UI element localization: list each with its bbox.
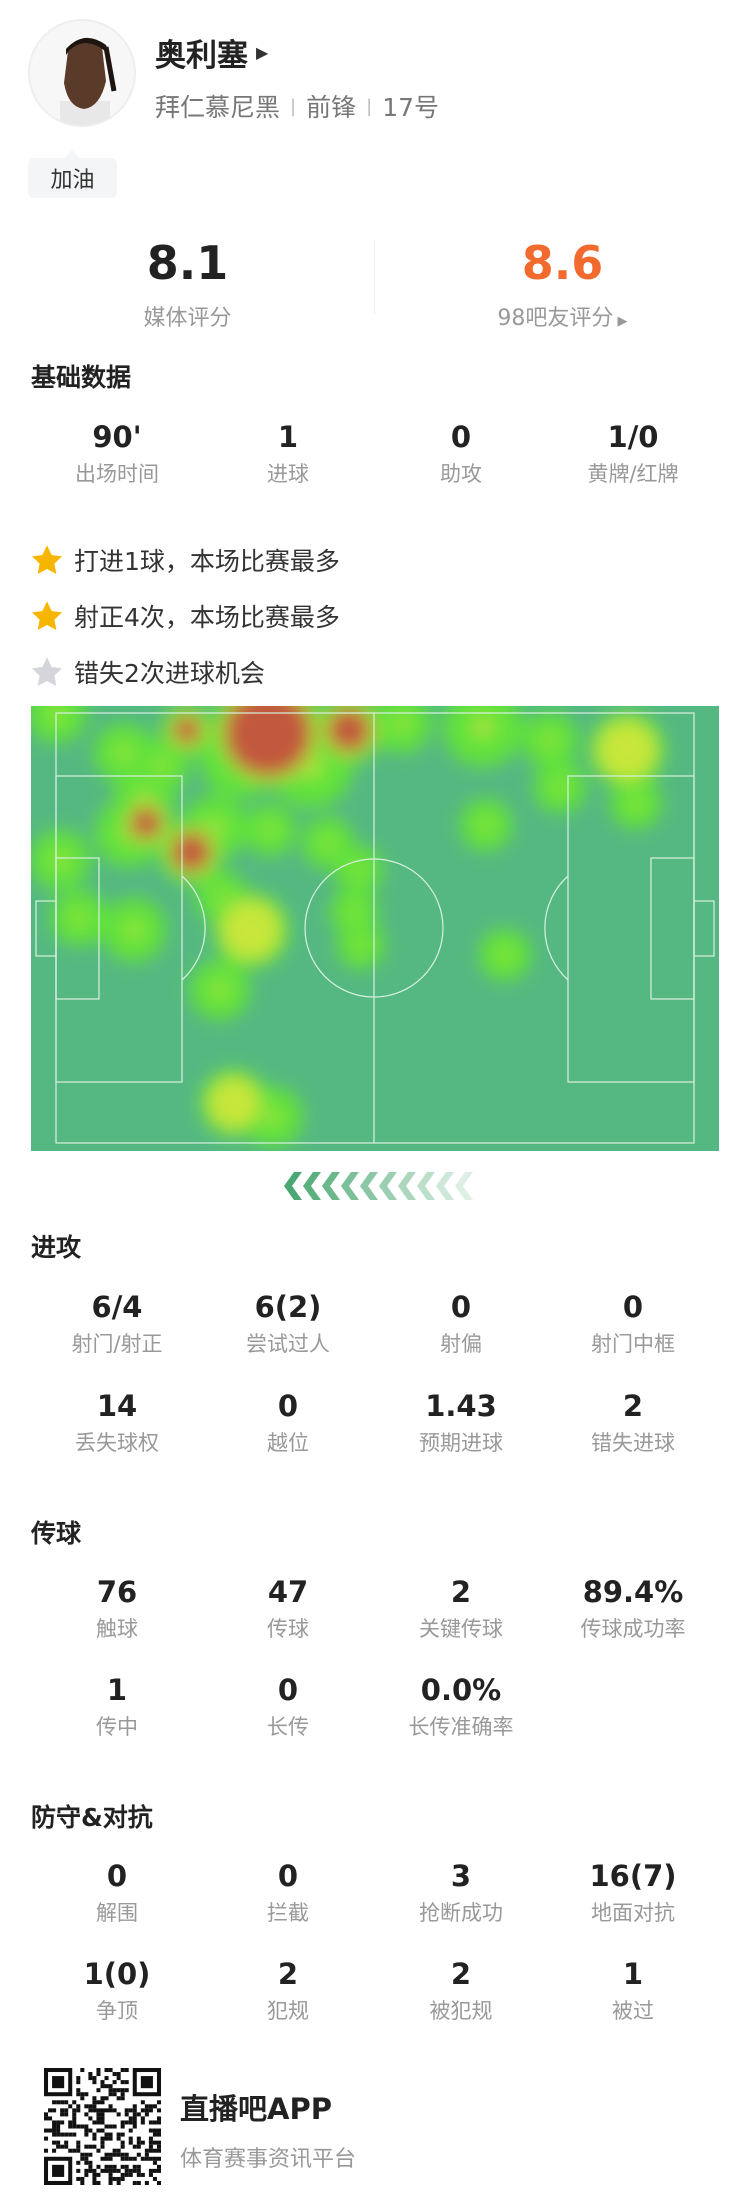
chevron-left-icon (360, 1172, 378, 1200)
stat-value: 47 (267, 1575, 309, 1609)
stat-label: 传球成功率 (580, 1617, 686, 1641)
stat-value: 6/4 (91, 1290, 143, 1324)
stat-value: 1/0 (607, 420, 659, 454)
stat-value: 3 (450, 1859, 472, 1893)
attack-direction-arrows (284, 1172, 473, 1200)
chevron-left-icon (455, 1172, 473, 1200)
stat-value: 0.0% (420, 1673, 502, 1707)
star-icon (31, 601, 63, 631)
stat-value: 0 (450, 1290, 472, 1324)
stat-label: 解围 (96, 1901, 138, 1925)
stat-value: 6(2) (254, 1290, 322, 1324)
stat-label: 争顶 (96, 1999, 138, 2023)
fan-rating-value: 8.6 (521, 236, 604, 290)
star-icon (31, 657, 63, 687)
stat-value: 2 (450, 1957, 472, 1991)
player-info: 拜仁慕尼黑 | 前锋 | 17号 (155, 88, 439, 124)
stat-value: 14 (96, 1389, 138, 1423)
divider (374, 240, 375, 314)
divider: | (366, 95, 373, 117)
stat-label: 助攻 (440, 462, 482, 486)
player-name[interactable]: 奥利塞 ▶ (155, 38, 269, 74)
stat-value: 89.4% (582, 1575, 684, 1609)
stat-label: 长传准确率 (408, 1715, 514, 1739)
stat-value: 0 (277, 1389, 299, 1423)
section-title-attack: 进攻 (31, 1233, 82, 1262)
section-title-basic: 基础数据 (31, 363, 132, 392)
stat-value: 90' (92, 420, 142, 454)
stat-label: 尝试过人 (246, 1332, 330, 1356)
stat-label: 被过 (612, 1999, 654, 2023)
chevron-left-icon (398, 1172, 416, 1200)
pitch-lines (35, 712, 715, 1144)
stat-value: 1.43 (425, 1389, 497, 1423)
stat-label: 传中 (96, 1715, 138, 1739)
chevron-left-icon (284, 1172, 302, 1200)
stat-label: 传球 (267, 1617, 309, 1641)
app-name: 直播吧APP (180, 2092, 332, 2126)
stat-label: 射门/射正 (71, 1332, 163, 1356)
team-name: 拜仁慕尼黑 (155, 93, 281, 122)
chevron-left-icon (341, 1172, 359, 1200)
cheer-button[interactable]: 加油 (28, 150, 117, 198)
stat-value: 76 (96, 1575, 138, 1609)
stat-value: 0 (277, 1673, 299, 1707)
stat-label: 射门中框 (591, 1332, 675, 1356)
stat-label: 错失进球 (591, 1431, 675, 1455)
stat-value: 0 (106, 1859, 128, 1893)
heatmap (31, 706, 719, 1151)
highlight-item: 打进1球，本场比赛最多 (30, 542, 340, 578)
stat-value: 1 (277, 420, 299, 454)
chevron-left-icon (322, 1172, 340, 1200)
stat-label: 出场时间 (75, 462, 159, 486)
stat-value: 2 (277, 1957, 299, 1991)
stat-label: 黄牌/红牌 (587, 462, 679, 486)
stat-value: 1 (106, 1673, 128, 1707)
stat-value: 1 (622, 1957, 644, 1991)
section-title-defense: 防守&对抗 (31, 1803, 153, 1832)
stat-label: 关键传球 (419, 1617, 503, 1641)
stat-label: 拦截 (267, 1901, 309, 1925)
stat-label: 射偏 (440, 1332, 482, 1356)
stat-value: 0 (622, 1290, 644, 1324)
stat-value: 1(0) (83, 1957, 151, 1991)
player-avatar[interactable] (28, 19, 136, 127)
media-rating-label: 媒体评分 (143, 306, 232, 331)
stat-label: 丢失球权 (75, 1431, 159, 1455)
chevron-left-icon (417, 1172, 435, 1200)
caret-right-icon: ▶ (613, 314, 628, 329)
stat-label: 抢断成功 (419, 1901, 503, 1925)
media-rating-value: 8.1 (146, 236, 229, 290)
stat-value: 16(7) (589, 1859, 677, 1893)
chevron-left-icon (379, 1172, 397, 1200)
star-icon (31, 545, 63, 575)
highlight-item: 射正4次，本场比赛最多 (30, 598, 340, 634)
fan-rating-link[interactable]: 98吧友评分 ▶ (497, 306, 628, 331)
stat-label: 被犯规 (429, 1999, 493, 2023)
stat-value: 2 (450, 1575, 472, 1609)
stat-value: 2 (622, 1389, 644, 1423)
stat-label: 触球 (96, 1617, 138, 1641)
stat-label: 地面对抗 (591, 1901, 675, 1925)
caret-right-icon: ▶ (256, 43, 269, 62)
section-title-passing: 传球 (31, 1519, 82, 1548)
chevron-left-icon (436, 1172, 454, 1200)
stat-label: 越位 (267, 1431, 309, 1455)
divider: | (290, 95, 297, 117)
qr-code (44, 2068, 161, 2185)
chevron-left-icon (303, 1172, 321, 1200)
stat-label: 进球 (267, 462, 309, 486)
shirt-number: 17号 (382, 93, 439, 122)
position: 前锋 (306, 93, 357, 122)
highlight-item: 错失2次进球机会 (30, 654, 265, 690)
stat-value: 0 (277, 1859, 299, 1893)
app-tagline: 体育赛事资讯平台 (180, 2147, 357, 2172)
stat-value: 0 (450, 420, 472, 454)
stat-label: 犯规 (267, 1999, 309, 2023)
stat-label: 预期进球 (419, 1431, 503, 1455)
player-photo-icon (60, 37, 117, 125)
stat-label: 长传 (267, 1715, 309, 1739)
